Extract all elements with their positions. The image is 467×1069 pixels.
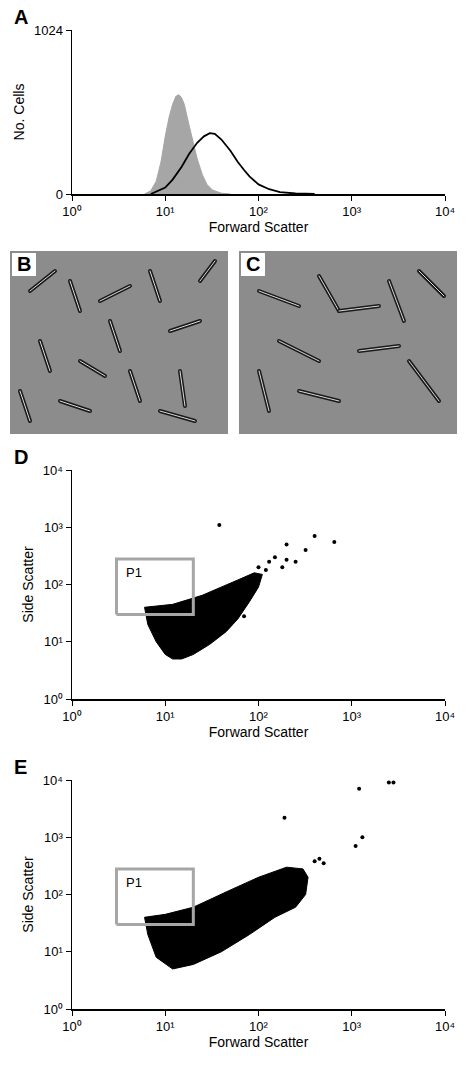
svg-text:Side Scatter: Side Scatter bbox=[20, 856, 36, 933]
svg-text:10³: 10³ bbox=[44, 520, 63, 535]
svg-text:10²: 10² bbox=[249, 204, 268, 219]
svg-text:10²: 10² bbox=[249, 709, 268, 724]
svg-text:No. Cells: No. Cells bbox=[11, 84, 27, 141]
svg-text:10²: 10² bbox=[44, 577, 63, 592]
svg-text:10⁴: 10⁴ bbox=[43, 463, 63, 478]
svg-text:10⁴: 10⁴ bbox=[435, 1019, 455, 1034]
svg-text:10⁰: 10⁰ bbox=[43, 1002, 62, 1017]
svg-text:10³: 10³ bbox=[342, 1019, 361, 1034]
svg-text:Forward Scatter: Forward Scatter bbox=[209, 1034, 309, 1050]
svg-text:10²: 10² bbox=[249, 1019, 268, 1034]
svg-text:Forward Scatter: Forward Scatter bbox=[209, 219, 309, 235]
svg-text:10³: 10³ bbox=[342, 709, 361, 724]
svg-text:P1: P1 bbox=[126, 875, 142, 890]
svg-text:A: A bbox=[14, 6, 28, 28]
svg-text:10⁴: 10⁴ bbox=[43, 773, 63, 788]
svg-text:10³: 10³ bbox=[44, 830, 63, 845]
svg-text:10²: 10² bbox=[44, 887, 63, 902]
svg-text:10³: 10³ bbox=[342, 204, 361, 219]
svg-text:10⁰: 10⁰ bbox=[62, 1019, 81, 1034]
svg-text:10⁰: 10⁰ bbox=[43, 692, 62, 707]
svg-text:0: 0 bbox=[56, 187, 63, 202]
svg-text:10⁰: 10⁰ bbox=[62, 204, 81, 219]
svg-text:10¹: 10¹ bbox=[44, 634, 63, 649]
svg-text:1024: 1024 bbox=[34, 23, 63, 38]
svg-text:E: E bbox=[14, 756, 27, 778]
svg-text:10¹: 10¹ bbox=[44, 944, 63, 959]
svg-text:10⁴: 10⁴ bbox=[435, 709, 455, 724]
svg-text:10¹: 10¹ bbox=[156, 709, 175, 724]
svg-text:10⁴: 10⁴ bbox=[435, 204, 455, 219]
svg-text:10⁰: 10⁰ bbox=[62, 709, 81, 724]
svg-text:D: D bbox=[14, 446, 28, 468]
html-text:B: B bbox=[17, 253, 32, 275]
svg-text:P1: P1 bbox=[126, 565, 142, 580]
svg-text:10¹: 10¹ bbox=[156, 204, 175, 219]
svg-text:Forward Scatter: Forward Scatter bbox=[209, 724, 309, 740]
svg-text:Side Scatter: Side Scatter bbox=[20, 546, 36, 623]
html-text:C: C bbox=[246, 253, 261, 275]
svg-text:10¹: 10¹ bbox=[156, 1019, 175, 1034]
